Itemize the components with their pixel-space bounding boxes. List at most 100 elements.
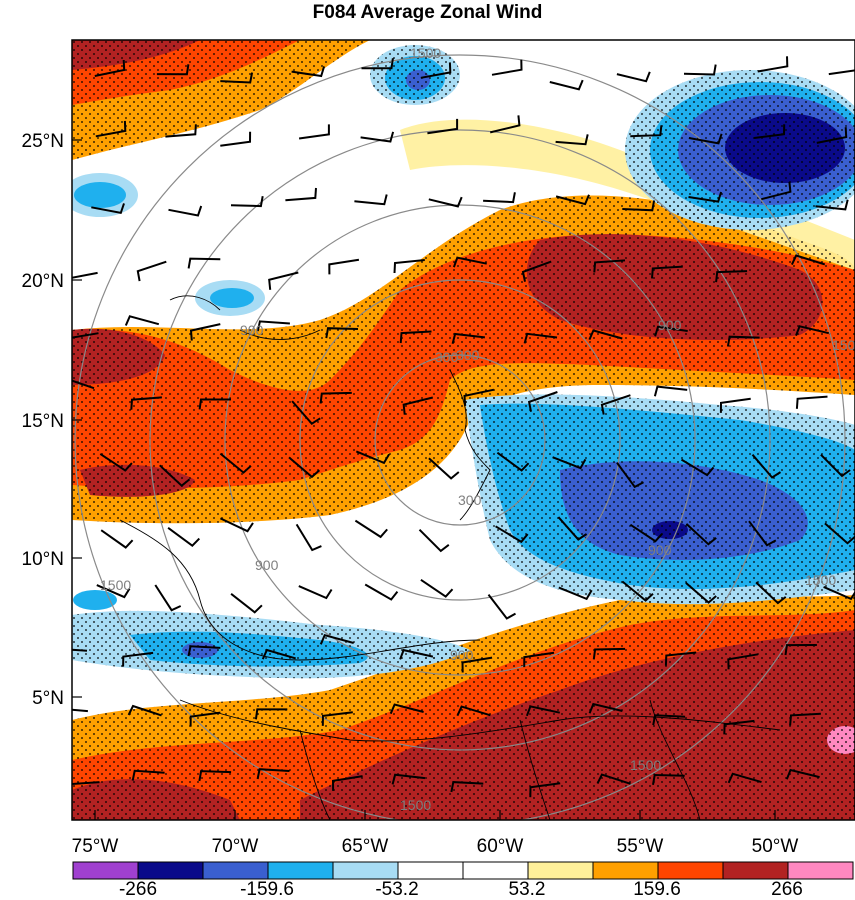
lon-label: 70°W — [212, 836, 259, 857]
wind-barb — [688, 191, 723, 203]
wind-barb — [630, 125, 663, 138]
colorbar-swatch — [657, 861, 724, 880]
wind-barb — [360, 131, 395, 143]
wind-barb — [72, 648, 88, 652]
coastline — [449, 369, 491, 521]
wind-barb — [715, 270, 748, 283]
wind-barb — [168, 205, 203, 217]
wind-barb — [754, 124, 786, 139]
colorbar — [72, 861, 854, 880]
wind-barb — [719, 397, 751, 413]
wind-barb — [757, 56, 789, 73]
wind-barb — [461, 656, 493, 673]
wind-barb — [354, 519, 388, 539]
wind-barb — [72, 271, 98, 279]
stipple-ne — [625, 70, 855, 230]
wind-barb — [254, 708, 288, 720]
wind-barb — [156, 64, 190, 76]
wind-barb — [399, 330, 432, 344]
wind-barb — [127, 704, 162, 717]
colorbar-swatch — [722, 861, 789, 880]
ring-label: 900 — [658, 317, 682, 333]
colorbar-label: -159.6 — [240, 879, 294, 900]
wind-barb — [159, 464, 191, 488]
wind-barb — [616, 462, 644, 489]
wind-barb — [361, 58, 394, 70]
ring-label: 300 — [458, 492, 482, 508]
wind-barb — [189, 323, 221, 341]
wind-barb — [319, 634, 354, 645]
wind-barb — [789, 712, 821, 726]
ring-label: 1500 — [832, 337, 855, 353]
wind-barb — [261, 648, 296, 660]
wind-barb — [652, 714, 686, 726]
map-plot-area: 300 900 1500 300 900 1500 900 900 900 15… — [72, 40, 855, 820]
wind-barb — [487, 593, 516, 620]
wind-barb — [391, 773, 426, 785]
wind-barb — [331, 775, 363, 791]
lat-label: 5°N — [32, 688, 64, 709]
wind-barbs — [72, 56, 855, 798]
wind-barb — [495, 525, 529, 544]
ring-label: 900 — [648, 542, 672, 558]
wind-barb — [748, 520, 777, 547]
wind-barb — [72, 332, 99, 339]
wind-barb — [785, 768, 820, 780]
wind-barb — [420, 62, 452, 79]
lon-label: 65°W — [342, 836, 389, 857]
wind-barb — [298, 124, 330, 140]
wind-barb — [393, 259, 425, 274]
wind-barb — [230, 196, 264, 208]
wind-barb — [784, 644, 817, 656]
wind-barb — [328, 258, 360, 275]
wind-barb — [100, 529, 134, 549]
wind-barb — [588, 329, 623, 341]
wind-barb — [428, 196, 463, 208]
wind-barb — [529, 782, 561, 798]
wind-barb — [355, 450, 390, 465]
wind-barb — [389, 703, 424, 715]
wind-barb — [325, 327, 359, 339]
coastline — [519, 719, 551, 820]
plot-frame — [71, 39, 855, 821]
colorbar-label: 266 — [771, 879, 803, 900]
wind-barb — [399, 648, 434, 660]
lon-label: 60°W — [477, 836, 524, 857]
wind-barb — [523, 651, 555, 668]
colorbar-swatch — [527, 861, 594, 880]
wind-barb — [751, 454, 782, 479]
wind-barb — [402, 396, 434, 415]
wind-barb — [815, 199, 849, 211]
wind-barb — [427, 118, 459, 135]
wind-barb — [364, 583, 399, 601]
wind-barb — [291, 66, 326, 78]
range-ring — [74, 54, 846, 820]
wind-barb — [549, 79, 584, 91]
wind-barb — [72, 708, 88, 713]
colorbar-swatch — [592, 861, 659, 880]
wind-barb — [285, 187, 317, 202]
wind-barb — [124, 315, 160, 326]
wind-barb — [288, 456, 321, 479]
wind-barb — [616, 71, 651, 83]
w-blue-spot-2b — [210, 288, 254, 308]
wind-barb — [187, 645, 221, 657]
wind-barb — [256, 768, 290, 780]
wind-barb — [451, 332, 486, 344]
wind-barb — [220, 72, 254, 84]
wind-barb — [726, 335, 760, 347]
wind-barb — [653, 385, 688, 397]
wind-barb — [557, 516, 588, 541]
wind-barb — [688, 133, 723, 145]
ring-label: 1500 — [805, 572, 836, 588]
wind-barb — [450, 781, 484, 793]
wind-barb — [483, 192, 516, 204]
colorbar-swatch — [787, 861, 854, 880]
wind-barb — [723, 719, 755, 735]
wind-barb — [295, 523, 322, 552]
stipple-west-blue — [72, 610, 470, 679]
ring-label: 1500 — [400, 797, 431, 813]
wind-barb — [521, 260, 552, 282]
wind-barb — [219, 452, 252, 474]
wind-barb — [795, 325, 830, 336]
